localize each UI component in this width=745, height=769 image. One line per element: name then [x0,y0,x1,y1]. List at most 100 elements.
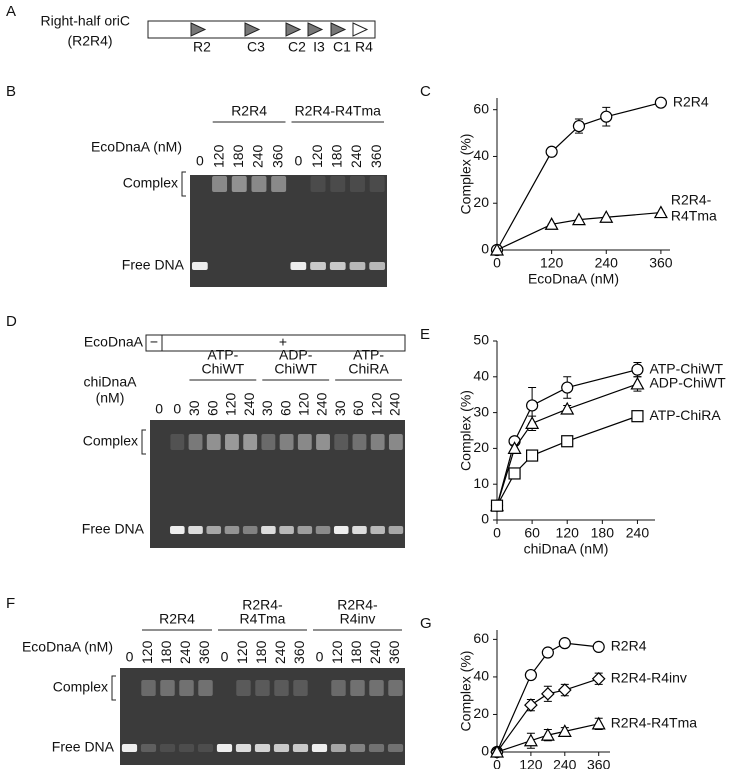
lane-label: 240 [314,392,330,416]
legend-label: ADP-ChiWT [649,375,726,391]
free-band [292,744,309,752]
complex-band [179,680,194,696]
marker [571,212,586,226]
lane-label: 0 [196,153,204,169]
marker [544,217,559,230]
x-axis-label: EcoDnaA (nM) [528,271,619,287]
y-tick-label: 20 [473,705,489,721]
y-tick-label: 60 [473,100,489,116]
x-tick-label: 360 [649,255,673,271]
x-tick-label: 120 [519,757,543,769]
lane-label: 60 [350,400,366,416]
group-label: ChiWT [274,361,317,377]
complex-band [316,434,330,450]
free-band [224,526,240,534]
x-tick-label: 0 [493,757,501,769]
group-label: ChiWT [201,361,244,377]
marker [654,96,667,109]
lane-label: 180 [158,640,174,664]
complex-band [388,434,403,450]
marker [524,698,538,712]
x-tick-label: 60 [524,525,540,541]
lane-label: 0 [221,649,229,665]
free-band [369,262,386,270]
complex-band [236,680,251,696]
free-band [140,744,157,752]
y-tick-label: 0 [481,743,489,759]
x-tick-label: 240 [595,255,619,271]
bracket [141,429,146,455]
complex-band [212,176,228,192]
complex-band [243,434,258,450]
complex-band [388,680,403,696]
free-band [352,526,367,534]
lane-label: 120 [139,640,155,664]
complex-band [251,176,267,192]
marker [507,441,522,454]
y-tick-label: 40 [473,147,489,163]
y-axis-label: Complex (%) [458,134,474,215]
site-label: C1 [333,39,351,55]
free-band [254,744,271,752]
marker [526,449,539,462]
lane-label: 120 [368,392,384,416]
lane-label: 0 [126,649,134,665]
complex-band [160,680,175,696]
plus: + [279,334,287,350]
legend-label: R2R4-R4inv [611,670,687,686]
marker [490,499,504,512]
marker [558,637,571,650]
complex-band [370,434,385,450]
free-band [349,262,366,270]
lane-label: 30 [259,400,275,416]
marker [557,683,572,697]
conc-label: EcoDnaA (nM) [91,139,182,155]
group-label: ATP- [353,347,384,363]
site-label: R4 [355,39,373,55]
group-label: R2R4 [231,103,267,119]
site-arrow [352,22,369,37]
lane-label: 120 [329,640,345,664]
legend-line: R2R4- [671,191,712,207]
complex-band [369,176,385,192]
free-band [191,262,208,270]
complex-band [274,680,289,696]
complex-band [310,176,326,192]
legend-label: ATP-ChiWT [649,360,723,376]
protein-label: EcoDnaA [84,334,144,350]
marker [489,744,505,758]
series-line [496,415,638,506]
marker [560,401,575,415]
marker [540,727,555,741]
lane-label: 240 [250,144,266,168]
lane-label: 0 [155,401,163,417]
lane-label: 360 [269,144,285,168]
free-band [178,744,195,752]
legend-label: R2R4 [611,638,647,654]
complex-band [225,434,239,450]
free-band [188,526,203,534]
marker [545,145,558,158]
lane-label: 0 [173,401,181,417]
y-tick-label: 10 [473,475,489,491]
marker [631,410,644,423]
ori-box [147,20,376,39]
free-label: Free DNA [52,739,115,755]
lane-label: 120 [223,392,239,416]
marker [631,363,644,376]
marker [600,110,613,123]
construct-name: (R2R4) [67,33,112,49]
y-tick-label: 40 [473,668,489,684]
marker [630,376,645,390]
x-tick-label: 120 [540,255,564,271]
lane-label: 240 [177,640,193,664]
free-band [290,262,307,270]
complex-band [293,680,308,696]
bracket [111,675,116,701]
complex-band [297,434,312,450]
marker [541,686,555,701]
free-band [242,526,258,534]
marker [489,242,505,256]
marker [592,640,605,653]
free-band [279,526,294,534]
